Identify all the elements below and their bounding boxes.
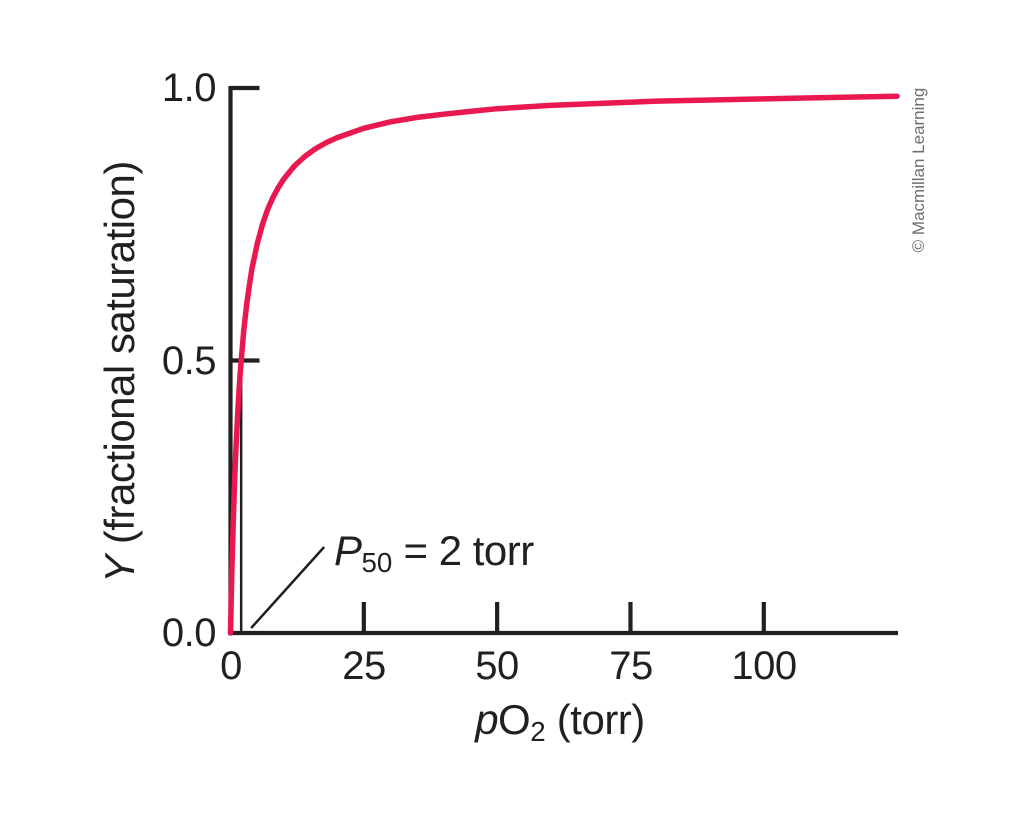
x-tick-label-100: 100 bbox=[731, 644, 797, 688]
p50-symbol: P bbox=[334, 527, 362, 574]
y-tick-label-1-0: 1.0 bbox=[161, 66, 217, 110]
y-tick-label-0-0: 0.0 bbox=[161, 611, 217, 655]
p50-annotation: P50 = 2 torr bbox=[334, 528, 534, 579]
y-axis-title: Y (fractional saturation) bbox=[96, 92, 144, 652]
p50-value: = 2 torr bbox=[392, 527, 535, 574]
saturation-curve bbox=[227, 93, 900, 636]
x-tick-label-50: 50 bbox=[475, 644, 519, 688]
x-tick-label-0: 0 bbox=[220, 644, 242, 688]
y-axis-symbol: Y bbox=[96, 555, 143, 583]
x-tick-label-75: 75 bbox=[609, 644, 653, 688]
p50-subscript: 50 bbox=[361, 546, 393, 578]
y-axis-title-rest: (fractional saturation) bbox=[96, 161, 143, 556]
copyright-credit: © Macmillan Learning bbox=[909, 87, 928, 253]
x-axis-subscript: 2 bbox=[530, 715, 546, 747]
x-axis-title: pO2 (torr) bbox=[380, 696, 740, 749]
x-axis-symbol-p: p bbox=[475, 696, 499, 743]
x-axis-symbol-o: O bbox=[498, 696, 531, 743]
y-tick-label-0-5: 0.5 bbox=[161, 339, 217, 383]
x-tick-label-25: 25 bbox=[342, 644, 386, 688]
annotation-leader-line bbox=[250, 546, 326, 629]
x-axis-title-rest: (torr) bbox=[545, 696, 646, 743]
